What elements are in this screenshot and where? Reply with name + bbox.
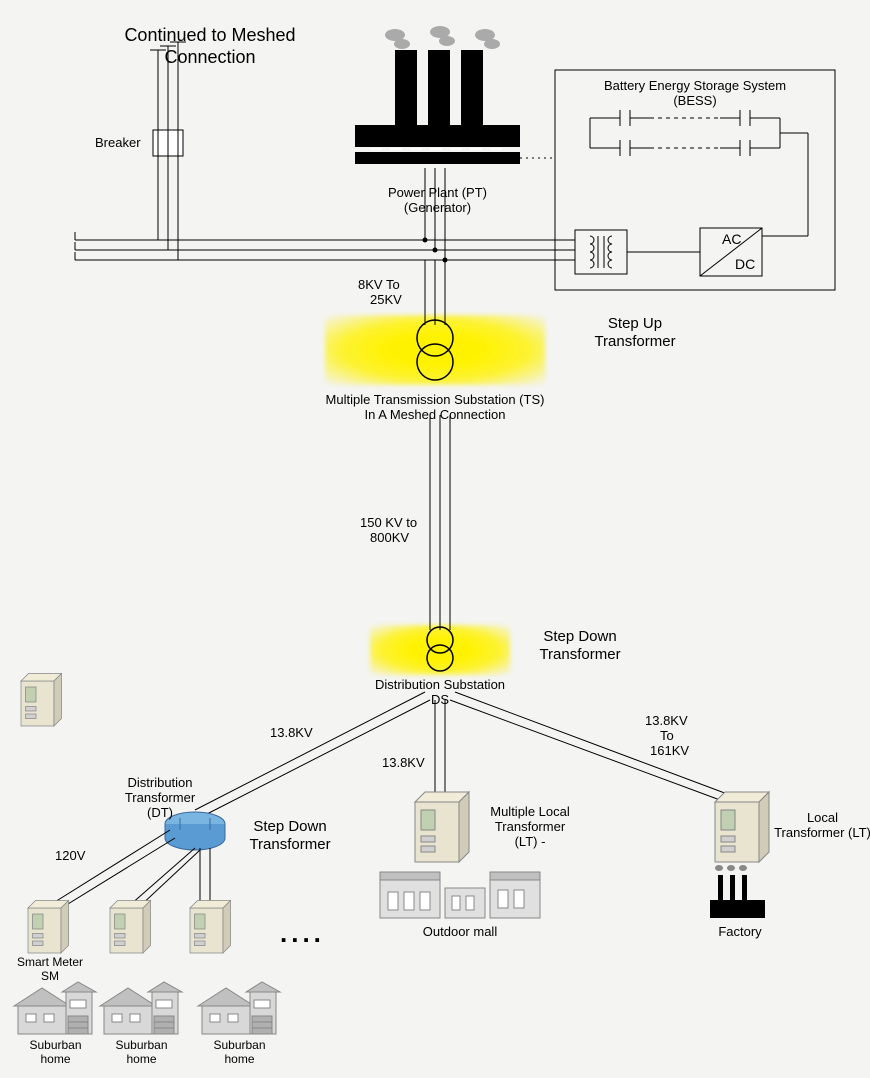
range-2b: 800KV — [370, 530, 409, 546]
step-down-dt-1: Step Down — [235, 818, 345, 836]
title: Continued to Meshed Connection — [95, 25, 325, 68]
range-1a: 8KV To — [358, 277, 400, 293]
home2a: Suburban — [104, 1038, 179, 1052]
power-plant-icon — [355, 26, 520, 164]
smart-meter-1: Smart Meter — [10, 955, 90, 969]
acdc-bot: DC — [735, 256, 755, 273]
power-plant-label-2: (Generator) — [360, 200, 515, 216]
ts-label-1: Multiple Transmission Substation (TS) — [300, 392, 570, 408]
step-up-label-2: Transformer — [575, 333, 695, 351]
bess-label-1: Battery Energy Storage System — [570, 78, 820, 94]
diagram-svg — [0, 0, 870, 1078]
breaker-label: Breaker — [95, 135, 141, 151]
step-down-dt-2: Transformer — [235, 836, 345, 854]
bess-label-2: (BESS) — [570, 93, 820, 109]
factory-label: Factory — [710, 924, 770, 940]
v138c: 13.8KV — [645, 713, 688, 729]
llt-1: Local — [775, 810, 870, 826]
v138a: 13.8KV — [270, 725, 313, 741]
dt-label-3: (DT) — [115, 805, 205, 821]
mlt-1: Multiple Local — [480, 804, 580, 820]
v138cTo: To — [660, 728, 674, 744]
power-plant-label-1: Power Plant (PT) — [360, 185, 515, 201]
mlt-2: Transformer — [480, 819, 580, 835]
home1b: home — [18, 1052, 93, 1066]
home1a: Suburban — [18, 1038, 93, 1052]
home2b: home — [104, 1052, 179, 1066]
ds-label-1: Distribution Substation — [350, 677, 530, 693]
v138b: 13.8KV — [382, 755, 425, 771]
factory-icon — [710, 865, 765, 918]
v138d: 161KV — [650, 743, 689, 759]
mlt-3: (LT) - — [480, 834, 580, 850]
v120: 120V — [55, 848, 85, 864]
step-down-ds-2: Transformer — [520, 646, 640, 664]
mall-icon — [380, 872, 540, 918]
range-2a: 150 KV to — [360, 515, 417, 531]
dt-label-1: Distribution — [115, 775, 205, 791]
step-down-ds-1: Step Down — [520, 628, 640, 646]
acdc-top: AC — [722, 231, 741, 248]
smart-meter-2: SM — [10, 969, 90, 983]
llt-2: Transformer (LT) — [770, 825, 870, 841]
dots: .... — [280, 918, 325, 949]
ts-label-2: In A Meshed Connection — [300, 407, 570, 423]
mall-label: Outdoor mall — [405, 924, 515, 940]
home3a: Suburban — [202, 1038, 277, 1052]
range-1b: 25KV — [370, 292, 402, 308]
dt-label-2: Transformer — [115, 790, 205, 806]
step-up-label-1: Step Up — [575, 315, 695, 333]
home3b: home — [202, 1052, 277, 1066]
ds-label-2: DS — [350, 692, 530, 708]
